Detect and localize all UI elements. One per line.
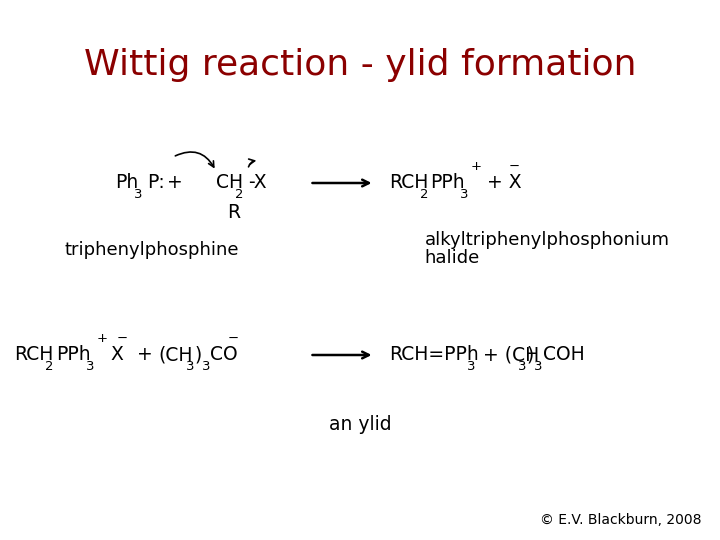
Text: an ylid: an ylid — [329, 415, 391, 435]
Text: -X: -X — [248, 173, 266, 192]
Text: ): ) — [194, 346, 202, 365]
Text: RCH=PPh: RCH=PPh — [389, 346, 479, 365]
Text: Ph: Ph — [115, 173, 138, 192]
Text: −: − — [508, 160, 519, 173]
Text: 3: 3 — [202, 360, 210, 373]
Text: 2: 2 — [420, 188, 428, 201]
Text: + X: + X — [481, 173, 521, 192]
Text: 3: 3 — [518, 360, 527, 373]
Text: +: + — [96, 332, 107, 345]
Text: −: − — [117, 332, 127, 345]
Text: 3: 3 — [460, 188, 469, 201]
Text: +: + — [167, 173, 183, 192]
Text: COH: COH — [543, 346, 585, 365]
Text: + (CH: + (CH — [477, 346, 539, 365]
Text: 2: 2 — [45, 360, 54, 373]
Text: RCH: RCH — [389, 173, 428, 192]
Text: 3: 3 — [86, 360, 94, 373]
Text: halide: halide — [425, 249, 480, 267]
Text: (CH: (CH — [158, 346, 193, 365]
Text: 2: 2 — [235, 188, 244, 201]
Text: RCH: RCH — [14, 346, 54, 365]
Text: ): ) — [527, 346, 534, 365]
Text: triphenylphosphine: triphenylphosphine — [65, 241, 239, 259]
Text: 3: 3 — [134, 188, 143, 201]
Text: −: − — [228, 332, 238, 345]
Text: © E.V. Blackburn, 2008: © E.V. Blackburn, 2008 — [541, 512, 702, 526]
Text: CO: CO — [210, 346, 238, 365]
Text: R: R — [228, 203, 240, 222]
Text: 3: 3 — [534, 360, 543, 373]
Text: Wittig reaction - ylid formation: Wittig reaction - ylid formation — [84, 48, 636, 82]
Text: 3: 3 — [186, 360, 194, 373]
Text: X: X — [105, 346, 124, 365]
Text: alkyltriphenylphosphonium: alkyltriphenylphosphonium — [425, 231, 670, 249]
Text: CH: CH — [216, 173, 243, 192]
Text: PPh: PPh — [56, 346, 91, 365]
Text: P:: P: — [147, 173, 164, 192]
Text: +: + — [471, 160, 482, 173]
Text: +: + — [131, 346, 159, 365]
Text: PPh: PPh — [431, 173, 465, 192]
Text: 3: 3 — [467, 360, 475, 373]
